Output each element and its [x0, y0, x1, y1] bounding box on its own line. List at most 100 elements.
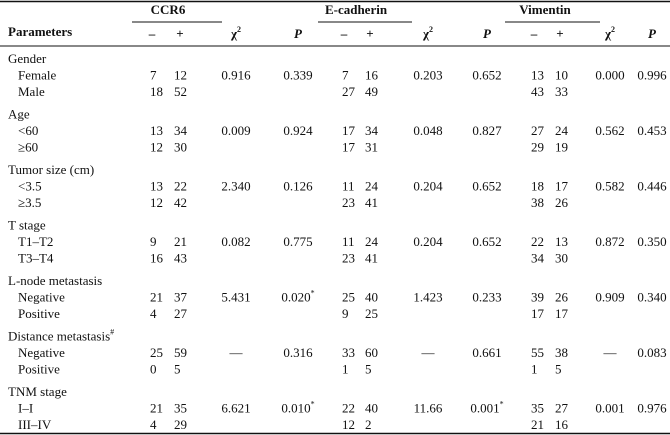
- neg-header: –: [340, 26, 348, 41]
- row-label: Male: [18, 84, 45, 99]
- neg-header: –: [530, 26, 538, 41]
- cell: 18: [150, 84, 163, 99]
- pos-header: +: [556, 26, 563, 41]
- cell: 29: [174, 417, 187, 432]
- chi-header-sup: 2: [429, 25, 433, 34]
- cell: 0.350: [637, 234, 666, 249]
- cell: 0.652: [472, 178, 501, 193]
- cell: 38: [555, 345, 568, 360]
- cell: 27: [555, 400, 569, 415]
- cell: 0.872: [595, 234, 624, 249]
- cell: 12: [150, 139, 163, 154]
- cell: 9: [342, 306, 349, 321]
- cell: 35: [174, 400, 187, 415]
- cell: 22: [342, 400, 355, 415]
- cell: 13: [555, 234, 568, 249]
- cell-sup: *: [311, 400, 315, 409]
- cell: 23: [342, 195, 355, 210]
- cell: 37: [174, 289, 188, 304]
- cell: 41: [365, 250, 378, 265]
- cell: 16: [365, 67, 379, 82]
- cell: 42: [174, 195, 187, 210]
- cell: 17: [342, 123, 356, 138]
- cell: 40: [365, 400, 378, 415]
- cell: 2.340: [221, 178, 250, 193]
- cell: 0.582: [595, 178, 624, 193]
- cell-sup: *: [500, 400, 504, 409]
- cell: 0.340: [637, 289, 666, 304]
- row-label: I–I: [18, 400, 33, 415]
- chi-header-text: χ: [230, 26, 238, 41]
- pos-header: +: [176, 26, 183, 41]
- cell: 6.621: [221, 400, 250, 415]
- cell: 13: [150, 178, 163, 193]
- cell: 5: [555, 361, 562, 376]
- cell: —: [421, 345, 436, 360]
- cell: 21: [174, 234, 187, 249]
- cell: 9: [150, 234, 157, 249]
- cell: 5.431: [221, 289, 250, 304]
- cell: 1: [531, 361, 538, 376]
- p-header: P: [483, 26, 492, 41]
- cell: 21: [531, 417, 544, 432]
- cell: 27: [342, 84, 356, 99]
- cell: 12: [150, 195, 163, 210]
- cell: 16: [555, 417, 569, 432]
- group-header: E-cadherin: [325, 2, 388, 17]
- cell: 0.083: [637, 345, 666, 360]
- cell: 0.976: [637, 400, 667, 415]
- cell: 27: [531, 123, 545, 138]
- section-label: Age: [8, 106, 30, 121]
- cell: 17: [342, 139, 356, 154]
- cell: 0.204: [413, 178, 443, 193]
- cell: 0.924: [283, 123, 313, 138]
- cell: 52: [174, 84, 187, 99]
- cell: 0.000: [595, 67, 624, 82]
- cell: 23: [342, 250, 355, 265]
- cell: 59: [174, 345, 187, 360]
- cell: —: [229, 345, 244, 360]
- row-label: ≥3.5: [18, 195, 41, 210]
- row-label: T3–T4: [18, 250, 54, 265]
- cell: 1: [342, 361, 349, 376]
- cell: 25: [365, 306, 378, 321]
- cell: 30: [555, 250, 568, 265]
- cell: 21: [150, 400, 163, 415]
- p-header: P: [648, 26, 657, 41]
- row-label: T1–T2: [18, 234, 53, 249]
- cell: 43: [174, 250, 187, 265]
- section-label: Gender: [8, 51, 47, 66]
- chi-header: χ2: [422, 25, 433, 41]
- cell: 43: [531, 84, 544, 99]
- cell: 0.126: [283, 178, 313, 193]
- chi-header-sup: 2: [611, 25, 615, 34]
- cell: 39: [531, 289, 544, 304]
- cell: 0.652: [472, 234, 501, 249]
- cell: 11: [342, 178, 355, 193]
- cell: 18: [531, 178, 544, 193]
- row-label: <60: [18, 123, 38, 138]
- cell: 26: [555, 289, 569, 304]
- cell: 13: [531, 67, 544, 82]
- pos-header: +: [366, 26, 373, 41]
- cell: 24: [365, 178, 379, 193]
- cell: 0.001: [595, 400, 624, 415]
- section-label-sup: #: [110, 328, 114, 337]
- cell: 13: [150, 123, 163, 138]
- cell: 34: [531, 250, 545, 265]
- cell: 0.204: [413, 234, 443, 249]
- cell: 11.66: [414, 400, 443, 415]
- cell: 22: [174, 178, 187, 193]
- neg-header: –: [148, 26, 156, 41]
- cell: 0.009: [221, 123, 250, 138]
- cell: 0.233: [472, 289, 501, 304]
- row-label: Negative: [18, 289, 65, 304]
- section-label: Distance metastasis#: [8, 328, 114, 344]
- cell: 25: [342, 289, 355, 304]
- section-label: TNM stage: [8, 384, 67, 399]
- cell: 0.453: [637, 123, 666, 138]
- cell: 0.339: [283, 67, 312, 82]
- p-header: P: [294, 26, 303, 41]
- cell: 0.775: [283, 234, 312, 249]
